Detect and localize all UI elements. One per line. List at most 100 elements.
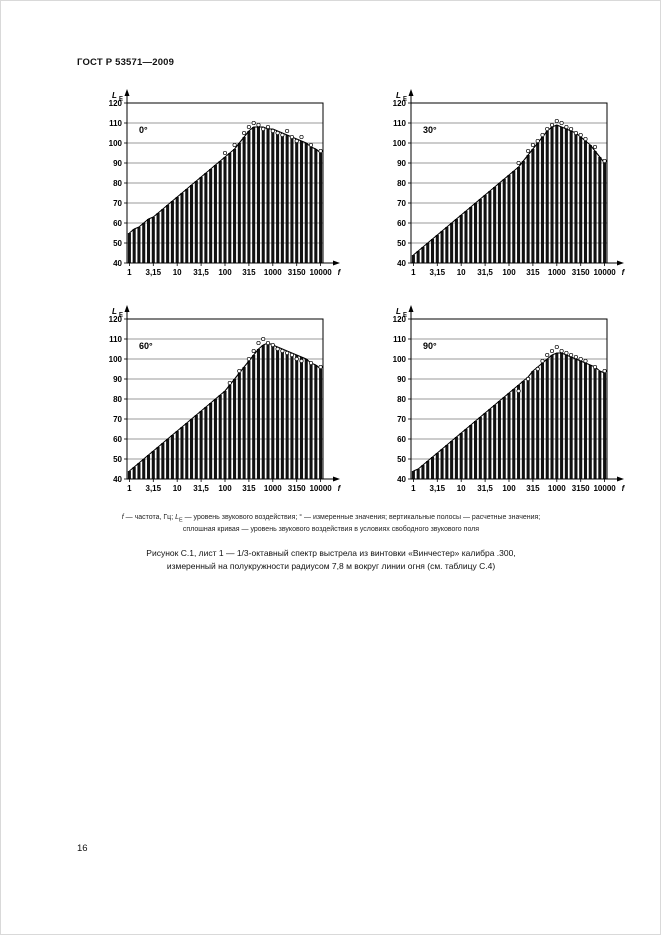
svg-text:3,15: 3,15 (430, 484, 446, 493)
svg-text:90: 90 (397, 159, 406, 168)
svg-text:1000: 1000 (548, 484, 566, 493)
svg-text:L: L (396, 91, 401, 100)
svg-text:315: 315 (242, 268, 256, 277)
document-header: ГОСТ Р 53571—2009 (77, 57, 175, 68)
legend-caption: f — частота, Гц; LE — уровень звукового … (51, 513, 611, 536)
svg-text:70: 70 (397, 199, 406, 208)
svg-text:50: 50 (397, 455, 406, 464)
svg-text:1000: 1000 (548, 268, 566, 277)
svg-text:100: 100 (502, 484, 516, 493)
svg-text:10000: 10000 (309, 268, 332, 277)
svg-text:10000: 10000 (593, 268, 616, 277)
svg-text:1000: 1000 (264, 484, 282, 493)
svg-text:60: 60 (113, 435, 122, 444)
svg-text:E: E (119, 97, 123, 103)
svg-text:40: 40 (397, 475, 406, 484)
svg-text:31,5: 31,5 (193, 484, 209, 493)
svg-text:120: 120 (393, 315, 407, 324)
svg-text:80: 80 (397, 395, 406, 404)
svg-text:31,5: 31,5 (477, 484, 493, 493)
figure-title-line2: измеренный на полукружности радиусом 7,8… (166, 561, 496, 572)
svg-text:80: 80 (113, 179, 122, 188)
svg-text:315: 315 (526, 484, 540, 493)
svg-text:100: 100 (218, 268, 232, 277)
svg-text:10000: 10000 (593, 484, 616, 493)
svg-text:100: 100 (393, 355, 407, 364)
svg-text:80: 80 (397, 179, 406, 188)
svg-text:1: 1 (127, 268, 132, 277)
svg-text:315: 315 (242, 484, 256, 493)
svg-text:120: 120 (109, 99, 123, 108)
legend-L-symbol: L (175, 514, 179, 521)
svg-text:100: 100 (109, 355, 123, 364)
figure-title-line1: Рисунок С.1, лист 1 — 1/3-октавный спект… (146, 548, 516, 558)
svg-text:3,15: 3,15 (146, 268, 162, 277)
svg-text:f: f (338, 268, 342, 277)
svg-text:3,15: 3,15 (146, 484, 162, 493)
svg-text:1: 1 (411, 484, 416, 493)
svg-text:80: 80 (113, 395, 122, 404)
svg-text:30°: 30° (423, 125, 437, 135)
figure-title: Рисунок С.1, лист 1 — 1/3-октавный спект… (71, 547, 591, 573)
svg-text:40: 40 (113, 475, 122, 484)
svg-text:3150: 3150 (572, 268, 590, 277)
chart-30-degrees: 40 50 60 70 80 90 100 110 120 1 3,15 10 31,5 100 315 10… (369, 89, 631, 289)
charts-grid: 40 50 60 70 80 90 100 110 120 1 3,15 10 31,5 100 315 10… (85, 89, 631, 505)
svg-text:60: 60 (397, 435, 406, 444)
svg-text:50: 50 (113, 455, 122, 464)
svg-text:60: 60 (113, 219, 122, 228)
svg-text:3150: 3150 (572, 484, 590, 493)
svg-text:L: L (396, 307, 401, 316)
svg-text:1: 1 (127, 484, 132, 493)
svg-text:110: 110 (393, 119, 406, 128)
svg-text:315: 315 (526, 268, 540, 277)
svg-text:10000: 10000 (309, 484, 332, 493)
svg-text:L: L (112, 91, 117, 100)
svg-text:E: E (119, 313, 123, 319)
chart-60-degrees: 40 50 60 70 80 90 100 110 120 1 3,15 10 31,5 100 315 10… (85, 305, 347, 505)
svg-text:100: 100 (109, 139, 123, 148)
svg-text:90: 90 (113, 375, 122, 384)
svg-text:50: 50 (113, 239, 122, 248)
svg-text:E: E (403, 313, 407, 319)
svg-text:40: 40 (397, 259, 406, 268)
svg-text:3,15: 3,15 (430, 268, 446, 277)
svg-text:f: f (622, 268, 626, 277)
svg-text:90: 90 (397, 375, 406, 384)
svg-text:f: f (338, 484, 342, 493)
svg-text:100: 100 (502, 268, 516, 277)
svg-text:10: 10 (173, 484, 182, 493)
svg-text:90°: 90° (423, 341, 437, 351)
legend-seg2: — уровень звукового воздействия; ° — изм… (182, 514, 541, 521)
svg-text:40: 40 (113, 259, 122, 268)
svg-text:90: 90 (113, 159, 122, 168)
svg-text:70: 70 (113, 199, 122, 208)
chart-90-degrees: 40 50 60 70 80 90 100 110 120 1 3,15 10 31,5 100 315 10… (369, 305, 631, 505)
svg-text:0°: 0° (139, 125, 148, 135)
svg-text:10: 10 (457, 268, 466, 277)
page-number: 16 (77, 843, 88, 854)
svg-text:110: 110 (109, 335, 122, 344)
svg-text:50: 50 (397, 239, 406, 248)
svg-text:E: E (403, 97, 407, 103)
chart-0-degrees: 40 50 60 70 80 90 100 110 120 1 3,15 10 31,5 100 315 10… (85, 89, 347, 289)
svg-text:110: 110 (393, 335, 406, 344)
legend-f-symbol: f (121, 514, 124, 521)
svg-text:L: L (112, 307, 117, 316)
svg-text:10: 10 (173, 268, 182, 277)
svg-text:3150: 3150 (288, 484, 306, 493)
svg-text:70: 70 (397, 415, 406, 424)
svg-text:31,5: 31,5 (193, 268, 209, 277)
svg-text:60°: 60° (139, 341, 153, 351)
svg-text:10: 10 (457, 484, 466, 493)
svg-text:100: 100 (393, 139, 407, 148)
legend-E-subscript: E (179, 517, 183, 524)
svg-text:31,5: 31,5 (477, 268, 493, 277)
svg-text:3150: 3150 (288, 268, 306, 277)
legend-line2: сплошная кривая — уровень звукового возд… (182, 526, 480, 534)
legend-seg1: — частота, Гц; (123, 514, 176, 521)
svg-text:1: 1 (411, 268, 416, 277)
svg-text:1000: 1000 (264, 268, 282, 277)
svg-text:70: 70 (113, 415, 122, 424)
